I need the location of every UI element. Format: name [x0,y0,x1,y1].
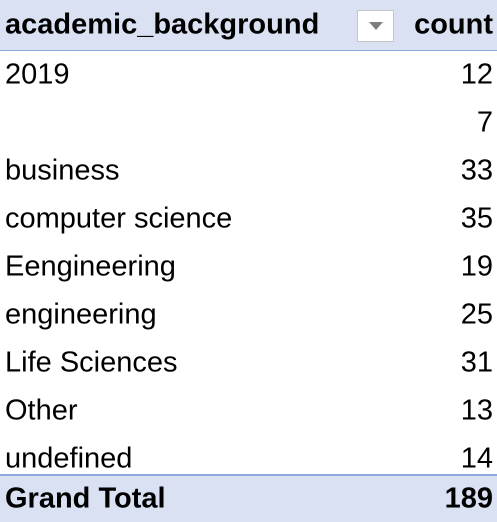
row-label: undefined [5,442,133,475]
grand-total-label: Grand Total [5,482,166,515]
chevron-down-icon [368,22,383,30]
row-label: Life Sciences [5,346,178,379]
row-label: Eengineering [5,250,176,283]
row-count: 35 [460,202,493,235]
row-count: 12 [460,58,493,91]
table-row[interactable]: undefined 14 [0,435,497,483]
table-row[interactable]: engineering 25 [0,291,497,339]
row-count: 19 [460,250,493,283]
row-count: 13 [460,394,493,427]
table-row[interactable]: Other 13 [0,387,497,435]
row-count: 31 [460,346,493,379]
row-label: business [5,154,120,187]
row-label: engineering [5,298,157,331]
row-count: 7 [476,106,493,139]
table-row[interactable]: business 33 [0,147,497,195]
row-label: 2019 [5,58,70,91]
grand-total-row[interactable]: Grand Total 189 [0,474,497,522]
row-count: 25 [460,298,493,331]
row-count: 33 [460,154,493,187]
grand-total-value: 189 [444,482,493,515]
row-label: computer science [5,202,233,235]
table-row[interactable]: computer science 35 [0,195,497,243]
table-row[interactable]: Life Sciences 31 [0,339,497,387]
filter-dropdown-button[interactable] [357,10,394,42]
table-row[interactable]: 2019 12 [0,51,497,99]
table-row[interactable]: 7 [0,99,497,147]
row-label: Other [5,394,78,427]
table-row[interactable]: Eengineering 19 [0,243,497,291]
row-label-header: academic_background [5,8,320,41]
pivot-header-row: academic_background count [0,0,497,51]
row-count: 14 [460,442,493,475]
value-header: count [414,8,493,41]
